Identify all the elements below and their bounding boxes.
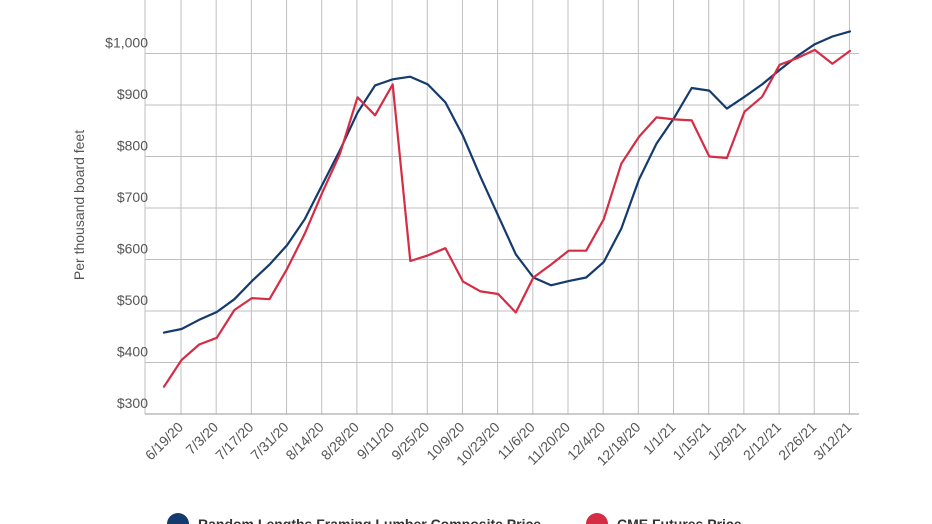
series-line-1 <box>162 30 852 334</box>
legend-marker <box>586 513 608 524</box>
x-tick-label: 7/31/20 <box>247 419 291 463</box>
y-tick-label: $800 <box>117 138 148 154</box>
y-axis-label: Per thousand board feet <box>71 130 87 280</box>
x-tick-label: 2/12/21 <box>740 419 784 463</box>
legend: Random Lengths Framing Lumber Composite … <box>167 513 742 524</box>
x-tick-label: 3/12/21 <box>810 419 854 463</box>
y-tick-label: $1,000 <box>105 35 148 51</box>
x-tick-label: 9/25/20 <box>388 419 432 463</box>
y-tick-label: $400 <box>117 344 148 360</box>
legend-marker <box>167 513 189 524</box>
series-line-2 <box>162 48 852 388</box>
y-tick-label: $300 <box>117 395 148 411</box>
grid-lines <box>144 0 859 415</box>
x-tick-label: 1/15/21 <box>669 419 713 463</box>
legend-label: CME Futures Price <box>617 516 742 524</box>
x-tick-label: 2/26/21 <box>775 419 819 463</box>
x-axis-ticks: 6/19/207/3/207/17/207/31/208/14/208/28/2… <box>142 419 855 469</box>
y-tick-label: $500 <box>117 292 148 308</box>
x-tick-label: 8/14/20 <box>282 419 326 463</box>
x-tick-label: 1/29/21 <box>705 419 749 463</box>
y-tick-label: $700 <box>117 189 148 205</box>
y-axis-ticks: $300 $400 $500 $600 $700 $800 $900 $1,000 <box>105 35 148 412</box>
legend-label: Random Lengths Framing Lumber Composite … <box>198 516 541 524</box>
x-tick-label: 6/19/20 <box>142 419 186 463</box>
y-tick-label: $900 <box>117 86 148 102</box>
y-tick-label: $600 <box>117 241 148 257</box>
x-tick-label: 7/17/20 <box>212 419 256 463</box>
series-lines <box>162 30 852 388</box>
x-tick-label: 8/28/20 <box>318 419 362 463</box>
